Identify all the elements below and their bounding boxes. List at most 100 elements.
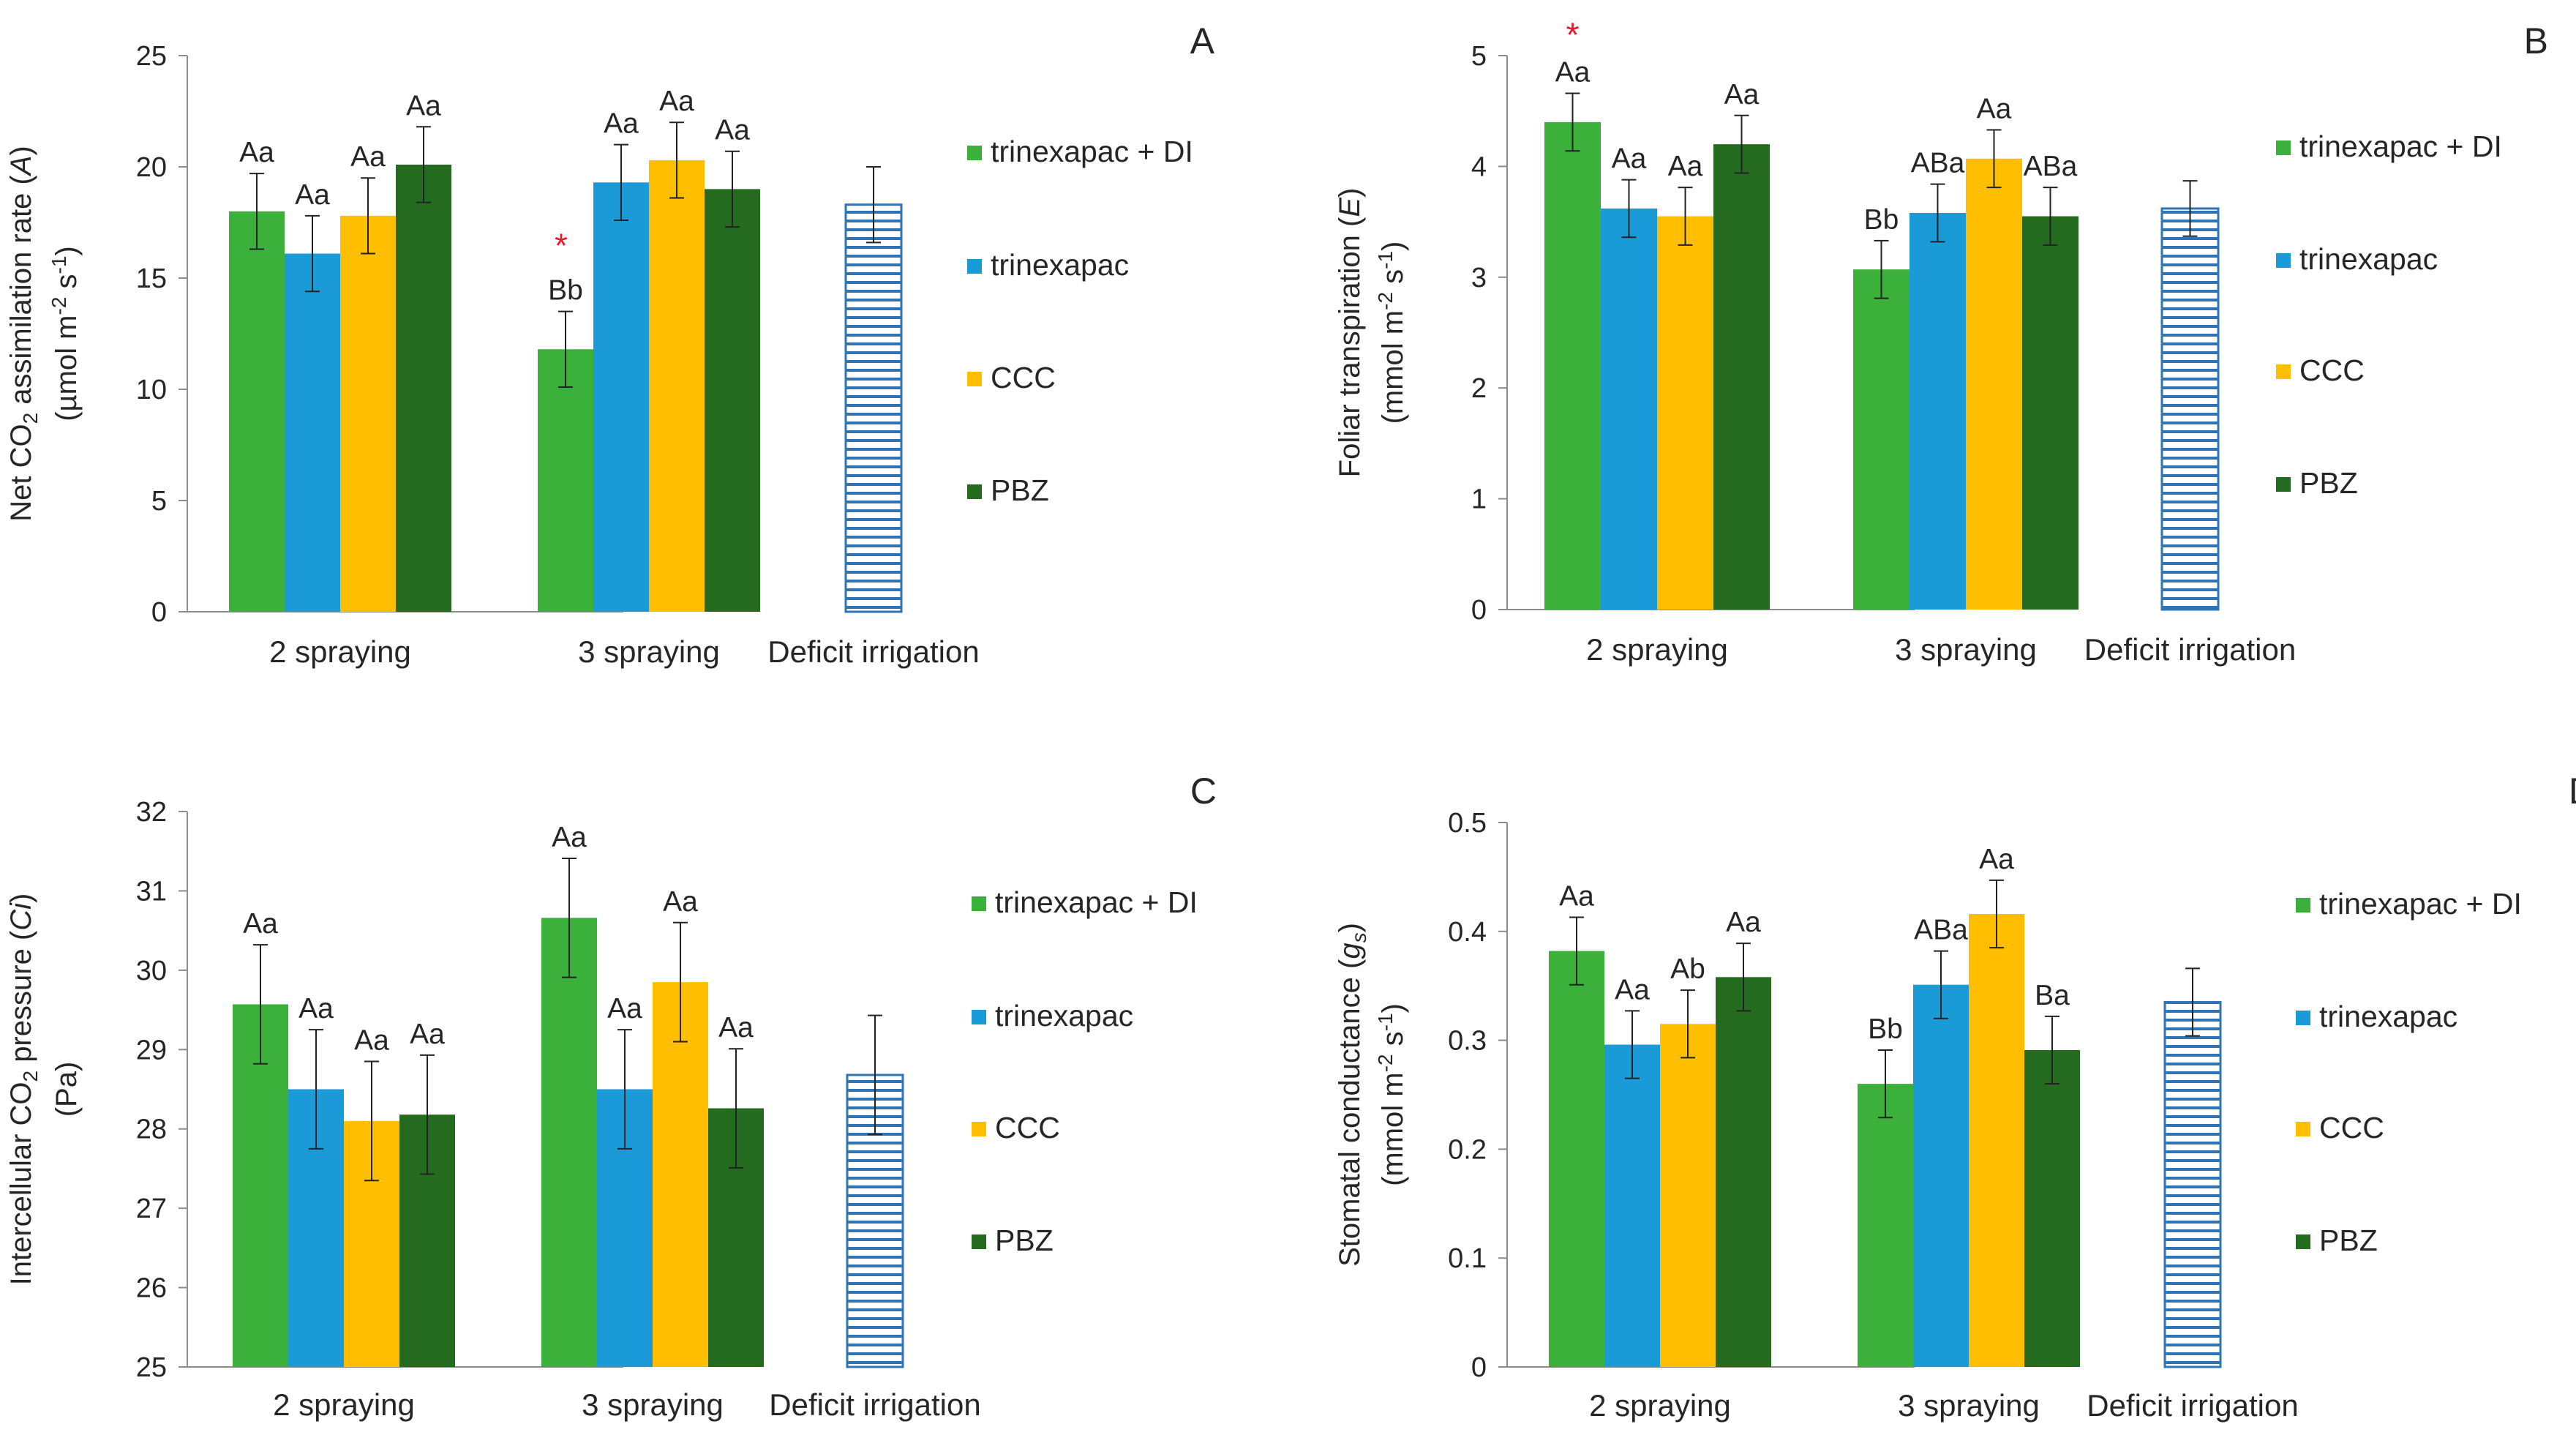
legend-swatch	[972, 1122, 986, 1136]
significance-label: Bb	[1868, 1014, 1903, 1045]
x-category-label: 2 spraying	[1589, 1388, 1731, 1423]
y-tick-label: 0	[1471, 595, 1487, 626]
panel-letter: D	[2569, 771, 2576, 812]
legend-swatch	[2276, 253, 2291, 268]
panel-letter: A	[1190, 20, 1215, 61]
bar-ccc	[649, 160, 705, 612]
bar-deficit-irrigation	[2160, 207, 2220, 611]
x-category-label: Deficit irrigation	[767, 634, 979, 669]
x-category-label: 3 spraying	[1895, 632, 2037, 667]
axis-label-part: s	[1377, 1031, 1409, 1054]
y-tick-label: 0.4	[1448, 917, 1487, 948]
significance-label: Aa	[1555, 56, 1591, 88]
axis-label-part: A	[5, 156, 37, 177]
significance-label: Aa	[718, 1012, 754, 1044]
legend-label: trinexapac + DI	[995, 885, 1198, 919]
y-tick-label: 26	[136, 1273, 167, 1304]
x-category-label: 2 spraying	[1586, 632, 1728, 667]
bar-ccc	[1966, 158, 2022, 610]
axis-label-part: -1	[1374, 251, 1397, 269]
axis-label-part: Stomatal conductance (	[1334, 959, 1366, 1267]
y-axis-unit-label: (mmol m-2 s-1)	[1374, 241, 1409, 424]
y-tick-label: 31	[136, 876, 167, 907]
significance-label: Aa	[295, 179, 330, 211]
legend-label: PBZ	[2319, 1224, 2378, 1257]
axis-label-part: 2	[19, 413, 42, 424]
axis-label-part: (Pa)	[50, 1062, 83, 1117]
legend-label: trinexapac	[2299, 242, 2438, 276]
bar-trinexapac-di	[1544, 121, 1601, 610]
x-category-label: 3 spraying	[578, 634, 720, 669]
bar-deficit-irrigation	[844, 203, 903, 613]
legend-swatch	[972, 896, 986, 911]
y-tick-label: 0	[151, 597, 167, 628]
axis-label-part: )	[50, 246, 83, 255]
bar-trinexapac-di	[229, 211, 285, 612]
axis-label-part: (mmol m	[1377, 310, 1409, 424]
significance-label: Aa	[1726, 907, 1761, 938]
significance-label: Aa	[1724, 79, 1760, 110]
significance-label: Aa	[239, 137, 274, 168]
panel-a: 0 5 10 15 20 25 2 spraying 3 spraying Deficit ir…	[5, 20, 1215, 669]
significance-label: Aa	[1559, 880, 1594, 912]
legend-label: PBZ	[991, 473, 1049, 507]
significance-label: Aa	[298, 993, 334, 1024]
axis-label-part: )	[1334, 188, 1366, 198]
bar-pbz	[2022, 216, 2079, 610]
y-tick-label: 0.2	[1448, 1134, 1487, 1165]
x-category-label: Deficit irrigation	[2084, 632, 2296, 667]
y-tick-label: 0.3	[1448, 1026, 1487, 1057]
axis-label-part: Foliar transpiration (	[1334, 217, 1366, 477]
bar-trinexapac-di	[541, 918, 597, 1367]
legend-label: trinexapac + DI	[2299, 130, 2502, 163]
axis-label-part: -2	[1374, 292, 1397, 310]
legend-swatch	[972, 1234, 986, 1249]
axis-label-part: 2	[19, 1071, 42, 1082]
legend-swatch	[967, 146, 982, 160]
y-axis-unit-label: (µmol m-2 s-1)	[48, 246, 83, 421]
significance-label: Aa	[659, 86, 694, 117]
x-category-label: 2 spraying	[273, 1387, 415, 1422]
y-tick-label: 5	[151, 486, 167, 517]
y-axis-label: Foliar transpiration (E)	[1334, 188, 1366, 478]
panel-b: 0 1 2 3 4 5 2 spraying 3 spraying Deficit irriga…	[1334, 15, 2548, 667]
axis-label-part: )	[1377, 241, 1409, 251]
significance-label: ABa	[2024, 151, 2078, 182]
axis-label-part: )	[1334, 923, 1366, 932]
axis-label-part: Intercellular CO	[5, 1082, 37, 1285]
y-tick-label: 15	[136, 263, 167, 294]
significance-label: ABa	[1914, 915, 1968, 946]
significance-label: Aa	[1668, 151, 1703, 182]
y-tick-label: 20	[136, 152, 167, 183]
legend-label: PBZ	[2299, 466, 2358, 500]
axis-label-part: Ci	[5, 902, 37, 931]
legend-swatch	[2296, 1122, 2310, 1136]
legend-label: CCC	[995, 1111, 1060, 1144]
bar-trinexapac-di	[538, 349, 593, 612]
y-tick-label: 32	[136, 797, 167, 828]
y-tick-label: 4	[1471, 151, 1487, 182]
legend-swatch	[2296, 898, 2310, 913]
significance-label: Aa	[354, 1025, 389, 1057]
axis-label-part: E	[1334, 197, 1366, 217]
y-tick-label: 2	[1471, 373, 1487, 404]
bar-ccc	[653, 982, 708, 1367]
bar-deficit-irrigation	[2163, 1001, 2222, 1368]
axis-label-part: Net CO	[5, 424, 37, 521]
bar-pbz	[705, 189, 760, 612]
bar-trinexapac	[285, 253, 340, 612]
bar-deficit-irrigation	[846, 1074, 904, 1368]
significance-label: Aa	[607, 993, 642, 1024]
y-tick-label: 5	[1471, 41, 1487, 72]
bar-trinexapac	[1910, 212, 1966, 610]
legend-label: trinexapac + DI	[2319, 887, 2522, 921]
panel-letter: C	[1190, 771, 1217, 812]
legend-label: trinexapac	[2319, 1000, 2457, 1033]
significance-label: Bb	[548, 275, 583, 307]
panel-d: 0 0.1 0.2 0.3 0.4 0.5 2 spraying 3 spraying Defi…	[1334, 771, 2576, 1423]
axis-label-part: s	[1348, 932, 1370, 943]
y-tick-label: 30	[136, 956, 167, 986]
legend-label: trinexapac	[991, 248, 1129, 282]
y-tick-label: 1	[1471, 484, 1487, 515]
